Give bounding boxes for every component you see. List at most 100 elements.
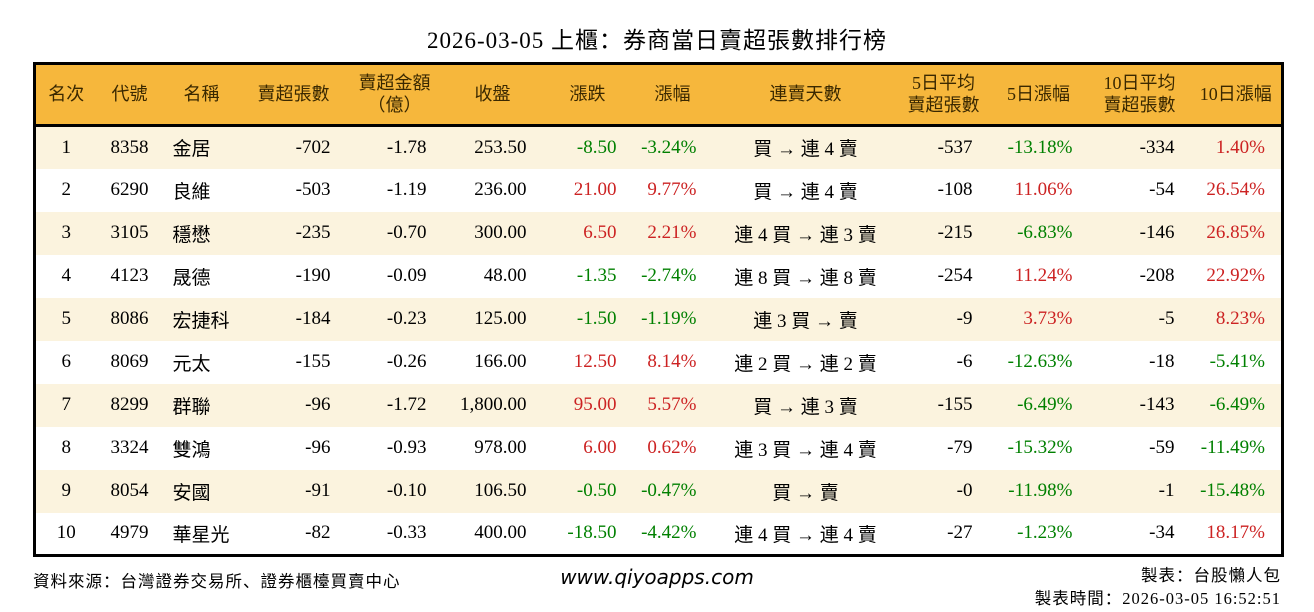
cell-pct10: -15.48% (1200, 480, 1265, 501)
cell-code: 8086 (110, 308, 149, 329)
cell-change: -0.50 (576, 480, 617, 501)
table-row: 7 8299 群聯 -96 -1.72 1,800.00 95.00 5.57%… (34, 383, 1283, 427)
cell-code: 8299 (110, 394, 149, 415)
cell-close: 978.00 (474, 437, 527, 458)
ranking-table: 名次 代號 名稱 賣超張數 賣超金額 （億） 收盤 漲跌 漲幅 連賣天數 5日平… (33, 62, 1284, 557)
cell-rank: 5 (61, 308, 72, 329)
cell-avg5: -155 (937, 394, 973, 415)
cell-pct5: 3.73% (1023, 308, 1073, 329)
cell-pct10: 26.85% (1206, 222, 1265, 243)
creator-label: 製表：台股懶人包 (1141, 566, 1281, 585)
cell-code: 4979 (110, 522, 149, 544)
table-row: 1 8358 金居 -702 -1.78 253.50 -8.50 -3.24%… (34, 125, 1283, 169)
cell-name: 穩懋 (172, 224, 211, 246)
cell-close: 1,800.00 (460, 394, 527, 415)
cell-avg5: -79 (947, 437, 973, 458)
cell-avg5: -6 (956, 351, 973, 372)
cell-pct5: -6.83% (1017, 222, 1073, 243)
table-body: 1 8358 金居 -702 -1.78 253.50 -8.50 -3.24%… (34, 125, 1283, 556)
cell-code: 4123 (110, 265, 149, 286)
cell-change: -1.50 (576, 308, 617, 329)
cell-sell-amount: -0.93 (386, 437, 427, 458)
cell-avg5: -108 (937, 179, 973, 200)
cell-sell-amount: -0.70 (386, 222, 427, 243)
cell-change: -1.35 (576, 265, 617, 286)
cell-change: -8.50 (576, 136, 617, 158)
cell-streak: 連 4 買 → 連 4 賣 (734, 524, 877, 546)
cell-streak: 買 → 賣 (772, 482, 839, 504)
col-header-name: 名稱 (162, 63, 241, 127)
cell-pct10: -5.41% (1209, 351, 1265, 372)
cell-rank: 9 (61, 480, 72, 501)
cell-avg10: -5 (1158, 308, 1175, 329)
cell-streak: 買 → 連 4 賣 (753, 181, 858, 203)
cell-sell-volume: -91 (305, 480, 331, 501)
col-header-avg5: 5日平均 賣超張數 (898, 63, 989, 127)
cell-name: 雙鴻 (172, 439, 211, 461)
table-row: 9 8054 安國 -91 -0.10 106.50 -0.50 -0.47% … (34, 469, 1283, 513)
cell-sell-volume: -96 (305, 437, 331, 458)
cell-avg10: -334 (1139, 136, 1175, 158)
cell-close: 253.50 (474, 136, 527, 158)
cell-avg10: -143 (1139, 394, 1175, 415)
col-header-close: 收盤 (442, 63, 543, 127)
cell-pct10: -11.49% (1200, 437, 1265, 458)
cell-change: -18.50 (567, 522, 617, 544)
col-header-streak: 連賣天數 (712, 63, 899, 127)
cell-code: 3324 (110, 437, 149, 458)
cell-sell-volume: -503 (295, 179, 331, 200)
generated-timestamp: 製表時間：2026-03-05 16:52:51 (1034, 589, 1281, 609)
cell-code: 6290 (110, 179, 149, 200)
cell-name: 宏捷科 (172, 310, 230, 332)
cell-change: 95.00 (573, 394, 617, 415)
cell-close: 300.00 (474, 222, 527, 243)
cell-change-pct: -3.24% (641, 136, 697, 158)
cell-sell-amount: -0.10 (386, 480, 427, 501)
cell-name: 群聯 (172, 396, 211, 418)
col-header-change-pct: 漲幅 (632, 63, 713, 127)
cell-code: 8054 (110, 480, 149, 501)
website-url: www.qiyoapps.com (560, 565, 754, 589)
cell-pct10: -6.49% (1209, 394, 1265, 415)
cell-avg10: -34 (1149, 522, 1175, 544)
footer: 資料來源：台灣證券交易所、證券櫃檯買賣中心 www.qiyoapps.com 製… (33, 564, 1281, 611)
cell-change-pct: -2.74% (641, 265, 697, 286)
cell-change-pct: 5.57% (647, 394, 697, 415)
cell-code: 8069 (110, 351, 149, 372)
cell-change: 6.00 (583, 437, 617, 458)
cell-avg10: -18 (1149, 351, 1175, 372)
cell-sell-amount: -1.72 (386, 394, 427, 415)
cell-code: 8358 (110, 136, 149, 158)
cell-pct5: -13.18% (1007, 136, 1073, 158)
header-row: 名次 代號 名稱 賣超張數 賣超金額 （億） 收盤 漲跌 漲幅 連賣天數 5日平… (34, 63, 1283, 127)
col-header-sell-amount: 賣超金額 （億） (346, 63, 443, 127)
page-title: 2026-03-05 上櫃：券商當日賣超張數排行榜 (426, 28, 888, 53)
cell-change-pct: -4.42% (641, 522, 697, 544)
cell-rank: 2 (61, 179, 72, 200)
cell-name: 晟德 (172, 267, 211, 289)
cell-change-pct: 0.62% (647, 437, 697, 458)
cell-sell-volume: -702 (295, 136, 331, 158)
cell-sell-amount: -1.19 (386, 179, 427, 200)
cell-rank: 7 (61, 394, 72, 415)
cell-close: 125.00 (474, 308, 527, 329)
table-row: 4 4123 晟德 -190 -0.09 48.00 -1.35 -2.74% … (34, 254, 1283, 298)
data-source-note: 資料來源：台灣證券交易所、證券櫃檯買賣中心 (33, 572, 401, 591)
cell-streak: 買 → 連 3 賣 (753, 396, 858, 418)
cell-streak: 連 3 買 → 賣 (753, 310, 858, 332)
cell-sell-amount: -0.23 (386, 308, 427, 329)
table-header: 名次 代號 名稱 賣超張數 賣超金額 （億） 收盤 漲跌 漲幅 連賣天數 5日平… (34, 63, 1283, 127)
cell-sell-amount: -1.78 (386, 136, 427, 158)
cell-pct5: -15.32% (1007, 437, 1073, 458)
cell-pct5: -1.23% (1017, 522, 1073, 544)
table-row: 6 8069 元太 -155 -0.26 166.00 12.50 8.14% … (34, 340, 1283, 384)
cell-sell-volume: -82 (305, 522, 331, 544)
col-header-change: 漲跌 (542, 63, 633, 127)
cell-pct5: 11.24% (1014, 265, 1073, 286)
cell-name: 元太 (172, 353, 211, 375)
cell-sell-volume: -190 (295, 265, 331, 286)
cell-rank: 6 (61, 351, 72, 372)
cell-pct10: 1.40% (1215, 136, 1265, 158)
cell-avg5: -254 (937, 265, 973, 286)
cell-sell-amount: -0.33 (386, 522, 427, 544)
